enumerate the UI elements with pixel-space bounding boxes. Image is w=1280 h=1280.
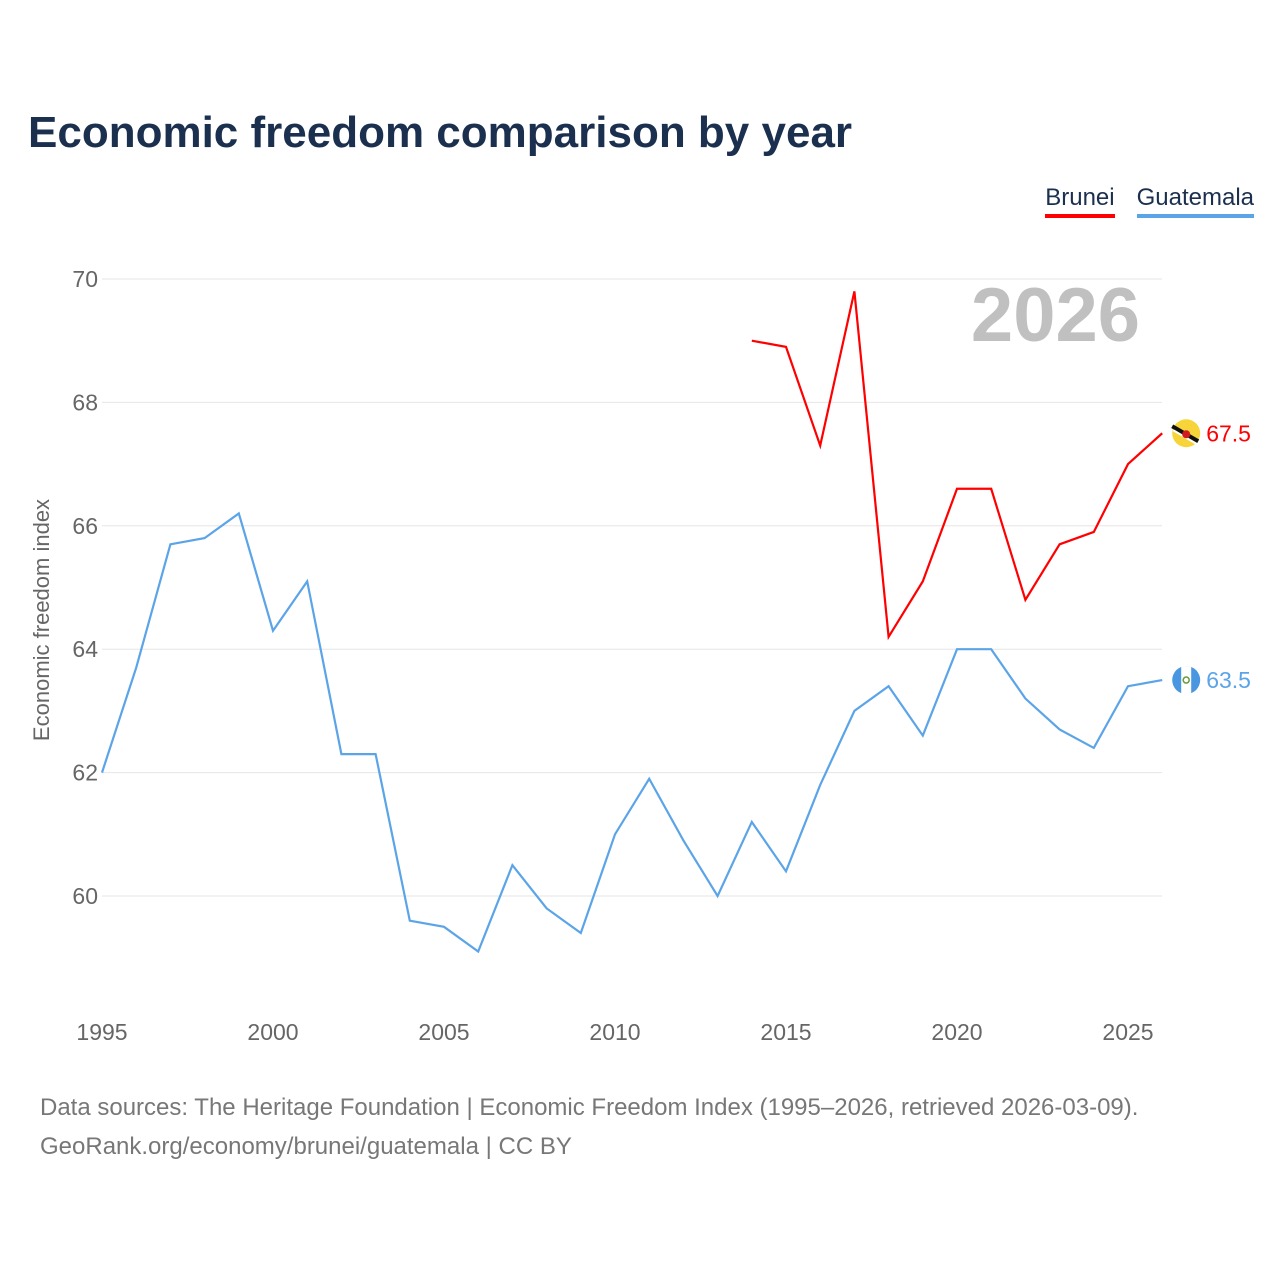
flag-crest: [1182, 430, 1191, 439]
legend-guatemala[interactable]: Guatemala: [1136, 184, 1254, 218]
end-value-label: 67.5: [1206, 420, 1251, 446]
series-line-guatemala: [100, 511, 1163, 954]
y-tick-label: 62: [72, 760, 98, 786]
x-tick-label: 2015: [760, 1019, 811, 1045]
source-note: Data sources: The Heritage Foundation | …: [40, 1088, 1138, 1166]
x-tick-label: 2020: [931, 1019, 982, 1045]
y-tick-label: 70: [72, 266, 98, 292]
source-line-2[interactable]: GeoRank.org/economy/brunei/guatemala | C…: [40, 1133, 572, 1160]
flag-stripe: [1181, 666, 1192, 695]
y-tick-label: 64: [72, 636, 98, 662]
x-tick-label: 2005: [418, 1019, 469, 1045]
x-tick-label: 1995: [76, 1019, 127, 1045]
year-watermark: 2026: [971, 273, 1140, 358]
y-tick-label: 68: [72, 389, 98, 415]
x-tick-label: 2010: [589, 1019, 640, 1045]
source-line-1: Data sources: The Heritage Foundation | …: [40, 1094, 1139, 1121]
y-tick-label: 66: [72, 513, 98, 539]
x-tick-label: 2000: [247, 1019, 298, 1045]
series-line-brunei: [751, 291, 1163, 641]
chart-title: Economic freedom comparison by year: [28, 108, 853, 157]
flag-crest: [1182, 676, 1190, 684]
legend-brunei[interactable]: Brunei: [1045, 184, 1115, 218]
y-tick-label: 60: [72, 883, 98, 909]
legend: Brunei Guatemala: [1045, 184, 1254, 218]
end-value-label: 63.5: [1206, 667, 1251, 693]
x-tick-label: 2025: [1102, 1019, 1153, 1045]
